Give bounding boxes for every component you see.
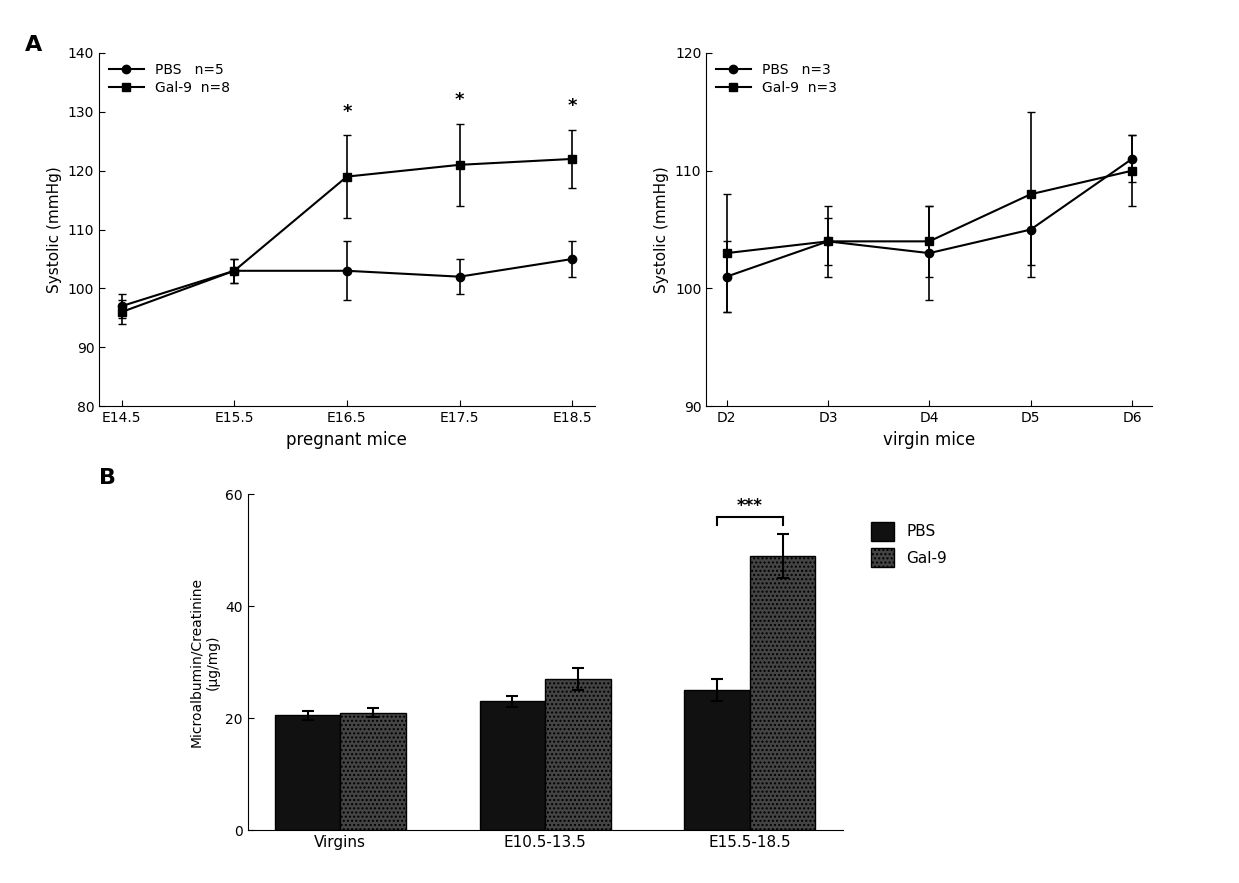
Text: *: *: [567, 97, 577, 115]
Text: ***: ***: [737, 497, 763, 515]
Text: A: A: [25, 35, 42, 56]
Y-axis label: Systolic (mmHg): Systolic (mmHg): [654, 166, 669, 293]
X-axis label: virgin mice: virgin mice: [883, 431, 975, 449]
Legend: PBS   n=5, Gal-9  n=8: PBS n=5, Gal-9 n=8: [107, 60, 233, 98]
Text: *: *: [455, 91, 465, 109]
Bar: [545, 679, 611, 830]
Bar: [750, 556, 815, 830]
Legend: PBS, Gal-9: PBS, Gal-9: [869, 519, 950, 570]
X-axis label: pregnant mice: pregnant mice: [286, 431, 408, 449]
Bar: [684, 691, 750, 830]
Bar: [275, 715, 341, 830]
Text: B: B: [99, 468, 116, 488]
Text: *: *: [342, 102, 352, 121]
Y-axis label: Systolic (mmHg): Systolic (mmHg): [47, 166, 62, 293]
Bar: [479, 701, 545, 830]
Y-axis label: Microalbumin/Creatinine
(μg/mg): Microalbumin/Creatinine (μg/mg): [190, 577, 219, 747]
Legend: PBS   n=3, Gal-9  n=3: PBS n=3, Gal-9 n=3: [714, 60, 840, 98]
Bar: [341, 713, 406, 830]
